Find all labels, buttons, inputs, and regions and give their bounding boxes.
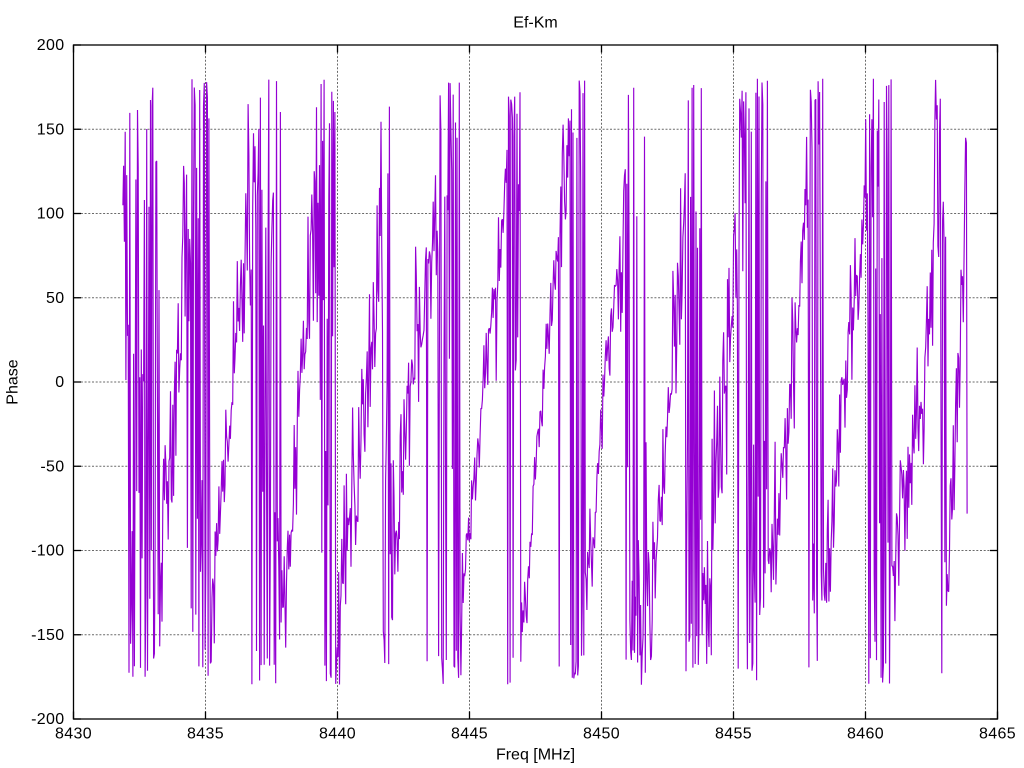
svg-text:8445: 8445: [451, 726, 488, 743]
svg-text:-200: -200: [31, 711, 64, 728]
svg-text:50: 50: [46, 290, 65, 307]
svg-text:8435: 8435: [187, 726, 224, 743]
svg-text:-50: -50: [40, 458, 64, 475]
svg-text:150: 150: [37, 121, 65, 138]
svg-text:Freq [MHz]: Freq [MHz]: [496, 747, 575, 764]
svg-text:8450: 8450: [583, 726, 620, 743]
svg-text:8430: 8430: [55, 726, 92, 743]
svg-text:8440: 8440: [319, 726, 356, 743]
svg-text:Ef-Km: Ef-Km: [513, 15, 557, 32]
svg-text:8465: 8465: [979, 726, 1016, 743]
svg-text:0: 0: [55, 374, 64, 391]
svg-text:-100: -100: [31, 543, 64, 560]
svg-text:Phase: Phase: [5, 359, 22, 404]
svg-text:200: 200: [37, 37, 65, 54]
svg-text:8455: 8455: [715, 726, 752, 743]
svg-text:100: 100: [37, 206, 65, 223]
svg-text:8460: 8460: [847, 726, 884, 743]
svg-text:-150: -150: [31, 627, 64, 644]
